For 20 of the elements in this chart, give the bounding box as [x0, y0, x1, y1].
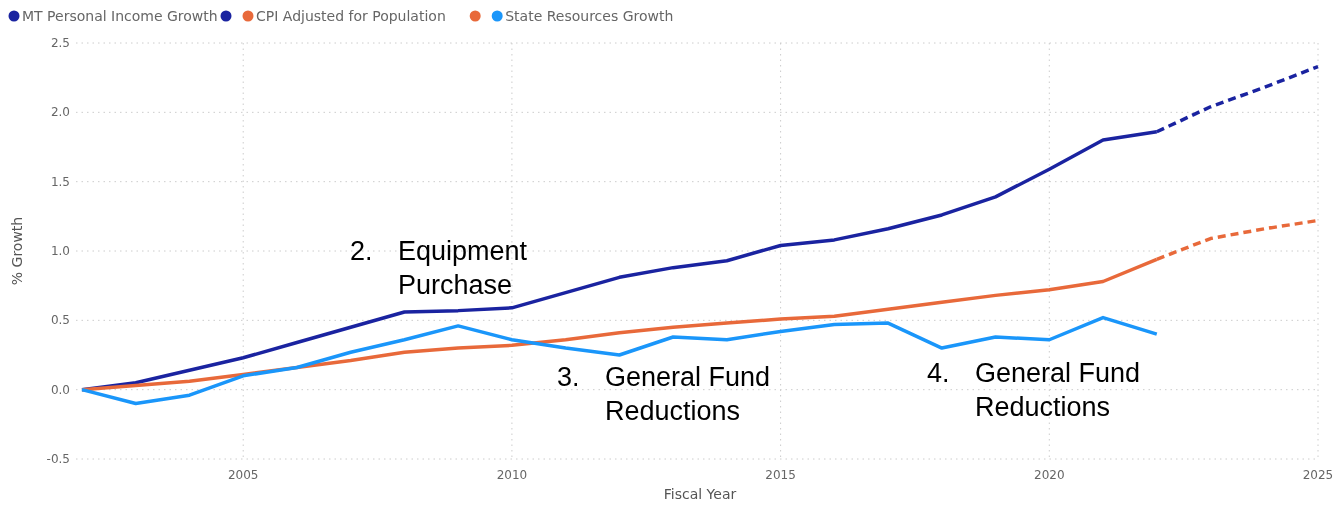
legend-label: CPI Adjusted for Population [256, 8, 446, 24]
x-tick-label: 2025 [1302, 468, 1334, 482]
y-axis-title: % Growth [9, 216, 25, 286]
y-tick-label: 0.5 [50, 313, 70, 328]
y-tick-label: 1.0 [50, 244, 70, 258]
annotation: 4. General Fund Reductions [927, 358, 1141, 422]
x-tick-label: 2020 [1034, 468, 1065, 482]
y-tick-label: 2.5 [50, 36, 70, 50]
annotation: 3. General Fund Reductions [557, 362, 771, 426]
y-tick-label: 2.0 [50, 105, 70, 120]
legend-label: State Resources Growth [505, 8, 674, 24]
legend-label: MT Personal Income Growth [22, 8, 218, 24]
x-axis-title: Fiscal Year [663, 486, 737, 502]
x-tick-label: 2005 [227, 468, 259, 482]
x-tick-label: 2015 [765, 468, 796, 482]
y-tick-label: 1.5 [50, 174, 70, 189]
x-tick-label: 2010 [496, 468, 528, 482]
y-tick-label: 0.0 [50, 382, 70, 397]
annotation: 2. Equipment Purchase [350, 236, 528, 300]
y-tick-label: -0.5 [46, 452, 70, 466]
